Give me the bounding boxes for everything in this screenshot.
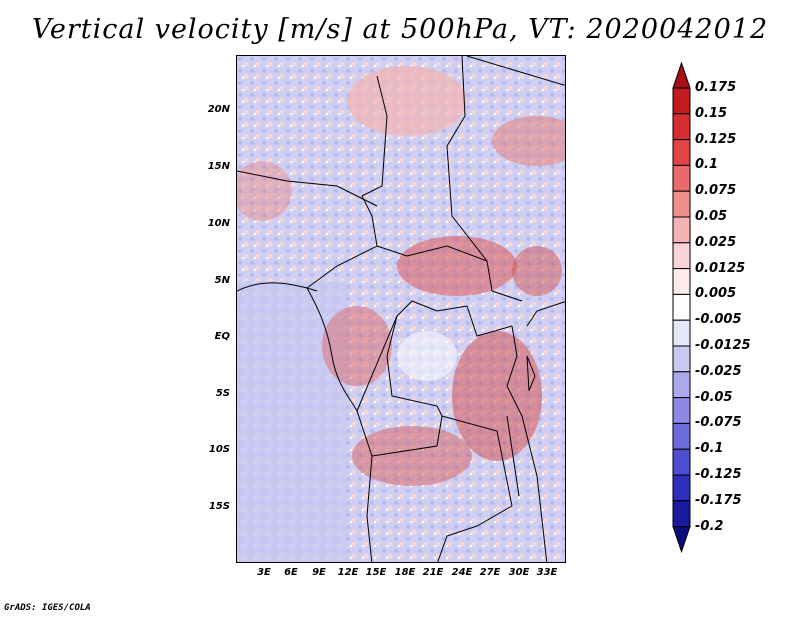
lat-label-15n: 15N (207, 161, 230, 172)
colorbar-segment (672, 500, 691, 528)
colorbar-label: 0.15 (695, 105, 728, 121)
lon-label-9e: 9E (312, 567, 326, 578)
colorbar-segment (672, 345, 691, 373)
colorbar-segment (672, 190, 691, 218)
lat-label-15s: 15S (208, 501, 230, 512)
lon-label-30e: 30E (508, 567, 530, 578)
colorbar-segment (672, 164, 691, 192)
lon-label-12e: 12E (337, 567, 359, 578)
lat-label-5n: 5N (214, 275, 230, 286)
colorbar-label: 0.125 (695, 131, 737, 147)
lat-label-10n: 10N (207, 218, 230, 229)
colorbar-label: -0.075 (695, 415, 742, 431)
colorbar-segments (672, 61, 691, 554)
lat-label-20n: 20N (207, 104, 230, 115)
lon-label-33e: 33E (536, 567, 558, 578)
lon-label-27e: 27E (479, 567, 501, 578)
colorbar-segment (672, 293, 691, 321)
colorbar-label: -0.0125 (695, 338, 751, 353)
colorbar-label: -0.05 (695, 389, 733, 405)
lon-label-15e: 15E (365, 567, 387, 578)
colorbar-label: -0.025 (695, 363, 742, 379)
colorbar-segment (672, 371, 691, 399)
colorbar-segment (672, 448, 691, 476)
colorbar-segment (672, 319, 691, 347)
colorbar-label: 0.05 (695, 209, 728, 224)
colorbar-segment (672, 113, 691, 141)
colorbar-label: 0.0125 (695, 260, 746, 276)
colorbar-label: 0.025 (695, 234, 737, 250)
colorbar-label: 0.005 (695, 286, 737, 302)
lon-label-6e: 6E (284, 567, 298, 578)
colorbar-label: 0.175 (695, 80, 737, 95)
colorbar-segment (672, 87, 691, 115)
colorbar-segment (672, 422, 691, 450)
colorbar-segment (672, 216, 691, 244)
lat-label-10s: 10S (208, 444, 230, 455)
colorbar-label: 0.1 (695, 157, 719, 173)
colorbar-label: -0.2 (695, 518, 724, 534)
colorbar-label: -0.125 (695, 467, 742, 482)
map-title: Vertical velocity [m/s] at 500hPa, VT: 2… (31, 14, 769, 45)
lon-label-18e: 18E (394, 567, 416, 578)
colorbar-segment (672, 139, 691, 166)
vertical-velocity-field (237, 56, 565, 562)
map-panel (236, 55, 566, 563)
lon-label-21e: 21E (422, 567, 444, 578)
colorbar-segment (672, 61, 691, 89)
lat-label-5s: 5S (215, 388, 230, 399)
lon-label-24e: 24E (451, 567, 473, 578)
lat-label-eq: EQ (214, 331, 230, 342)
colorbar-segment (672, 474, 691, 502)
colorbar-segment (672, 397, 691, 424)
colorbar-label: -0.005 (695, 312, 742, 328)
colorbar-segment (672, 268, 691, 295)
colorbar-label: -0.1 (695, 441, 724, 457)
colorbar-label: 0.075 (695, 183, 737, 199)
colorbar-label: -0.175 (695, 492, 742, 508)
colorbar-segment (672, 526, 691, 554)
credit-text: GrADS: IGES/COLA (4, 603, 91, 613)
lon-label-3e: 3E (257, 567, 271, 578)
colorbar-segment (672, 242, 691, 270)
